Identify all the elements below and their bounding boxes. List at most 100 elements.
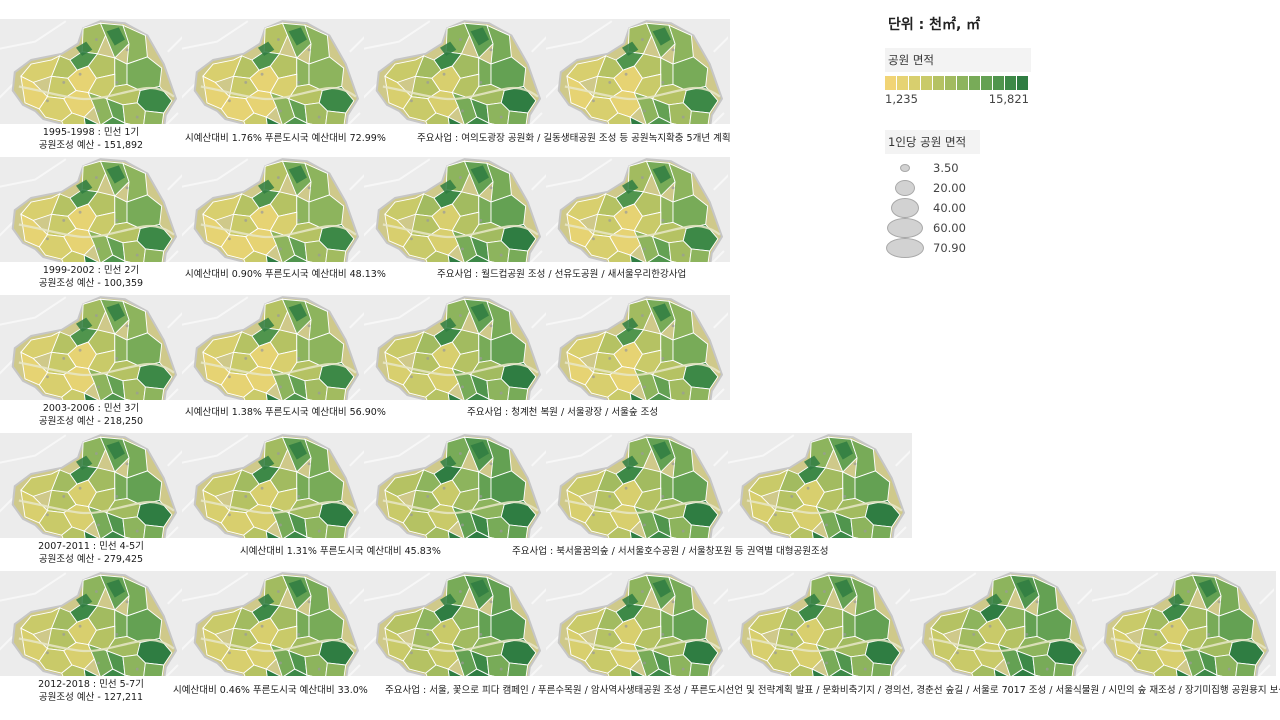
per-capita-dot (115, 218, 119, 222)
period-label: 2012-2018 : 민선 5-7기 (38, 679, 144, 690)
district-polygon (447, 530, 464, 538)
per-capita-dot (244, 356, 248, 360)
per-capita-dot (853, 600, 857, 604)
per-capita-dot (592, 99, 595, 103)
per-capita-dot (1207, 632, 1211, 636)
per-capita-dot (1045, 667, 1049, 671)
district-polygon (243, 250, 268, 262)
per-capita-dot (307, 462, 311, 466)
district-polygon (507, 662, 529, 676)
ratio-label: 시예산대비 1.76% 푸른도시국 예산대비 72.99% (185, 133, 386, 144)
per-capita-dot (592, 237, 595, 241)
map-tile (0, 157, 182, 262)
per-capita-dot (461, 247, 464, 251)
per-capita-dot (489, 462, 493, 466)
gradient-swatch (993, 76, 1004, 90)
per-capita-dot (988, 624, 992, 628)
gradient-swatch (921, 76, 932, 90)
per-capita-dot (1035, 600, 1039, 604)
gradient-swatch (1017, 76, 1028, 90)
map-tile (546, 157, 728, 262)
size-value: 20.00 (933, 181, 966, 195)
district-polygon (1235, 662, 1257, 676)
district-polygon (465, 530, 490, 538)
per-capita-dot (97, 247, 100, 251)
district-polygon (143, 386, 165, 400)
district-polygon (689, 662, 711, 676)
map-tile (910, 571, 1092, 676)
per-capita-dot (843, 494, 847, 498)
per-capita-dot (643, 247, 646, 251)
ratio-label: 시예산대비 0.46% 푸른도시국 예산대비 33.0% (173, 685, 368, 696)
district-polygon (647, 530, 672, 538)
district-polygon (243, 664, 268, 676)
district-polygon (425, 388, 450, 400)
district-polygon (425, 112, 450, 124)
per-capita-dot (640, 38, 644, 41)
map-tile (364, 157, 546, 262)
district-polygon (629, 116, 646, 124)
district-polygon (1011, 668, 1036, 676)
per-capita-dot (1170, 624, 1174, 628)
projects-label: 주요사업 : 여의도광장 공원화 / 길동생태공원 조성 등 공원녹지확충 5개… (417, 133, 731, 144)
district-polygon (465, 392, 490, 400)
period-caption: 2007-2011 : 민선 4-5기 공원조성 예산 - 279,425 (0, 540, 182, 566)
seoul-park-map (182, 571, 364, 676)
per-capita-dot (661, 632, 665, 636)
period-label: 2007-2011 : 민선 4-5기 (38, 541, 144, 552)
district-polygon (83, 392, 100, 400)
per-capita-dot (671, 186, 675, 190)
district-polygon (101, 392, 126, 400)
per-capita-dot (276, 176, 280, 179)
per-capita-dot (790, 632, 794, 636)
district-polygon (124, 260, 131, 262)
per-capita-dot (228, 237, 231, 241)
projects-label: 주요사업 : 서울, 꽃으로 피다 캠페인 / 푸른수목원 / 암사역사생태공원… (385, 685, 1280, 696)
district-polygon (629, 254, 646, 262)
district-polygon (689, 524, 711, 538)
per-capita-dot (499, 253, 503, 257)
per-capita-dot (640, 176, 644, 179)
district-polygon (852, 536, 859, 538)
per-capita-dot (458, 452, 462, 455)
per-capita-dot (479, 80, 483, 84)
district-polygon (306, 122, 313, 124)
per-capita-dot (94, 590, 98, 593)
seoul-park-map (1092, 571, 1274, 676)
district-polygon (447, 254, 464, 262)
map-tile (1092, 571, 1274, 676)
district-polygon (1034, 674, 1041, 676)
per-capita-dot (135, 391, 139, 395)
district-polygon (488, 260, 495, 262)
per-capita-dot (115, 80, 119, 84)
area-color-gradient (885, 76, 1029, 90)
period-caption: 1999-2002 : 민선 2기 공원조성 예산 - 100,359 (0, 264, 182, 290)
per-capita-dot (843, 632, 847, 636)
per-capita-dot (461, 109, 464, 113)
per-capita-dot (624, 624, 628, 628)
map-tile (546, 19, 728, 124)
district-polygon (447, 392, 464, 400)
district-polygon (283, 530, 308, 538)
per-capita-dot (681, 391, 685, 395)
per-capita-dot (442, 72, 446, 76)
size-value: 70.90 (933, 241, 966, 255)
seoul-park-map (364, 433, 546, 538)
district-polygon (325, 110, 347, 124)
area-legend-title: 공원 면적 (885, 48, 1031, 72)
size-circle (887, 218, 923, 238)
per-capita-dot (608, 356, 612, 360)
per-capita-dot (62, 218, 66, 222)
per-capita-dot (125, 462, 129, 466)
district-polygon (265, 392, 282, 400)
district-polygon (507, 524, 529, 538)
per-capita-dot (489, 48, 493, 52)
per-capita-dot (681, 667, 685, 671)
per-capita-dot (458, 590, 462, 593)
district-polygon (61, 388, 86, 400)
per-capita-dot (228, 99, 231, 103)
seoul-park-map (546, 157, 728, 262)
size-value: 60.00 (933, 221, 966, 235)
seoul-park-map (0, 571, 182, 676)
per-capita-dot (276, 590, 280, 593)
